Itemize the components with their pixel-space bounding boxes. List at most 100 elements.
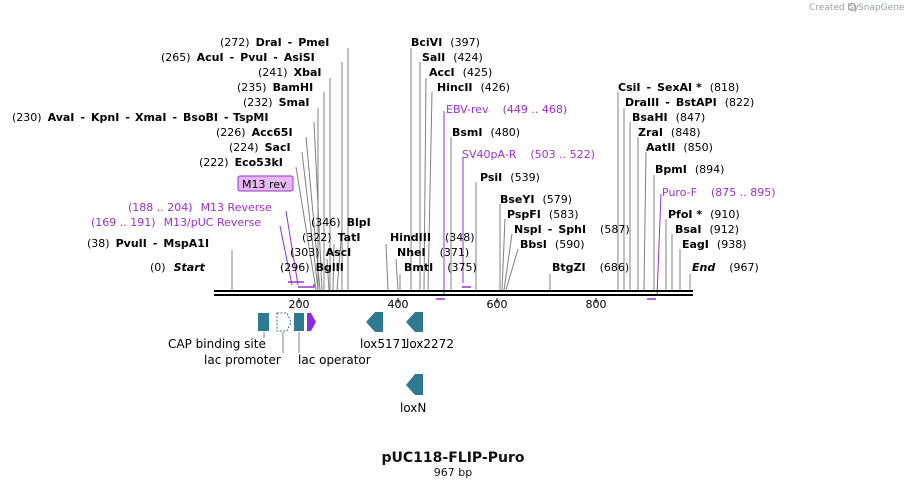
svg-text:PsiI(539): PsiI (539) (480, 171, 540, 184)
enzyme-bsmi: BsmI (480) (452, 126, 520, 139)
svg-text:End(967): End (967) (692, 261, 759, 274)
feature-cap-binding-site: CAP binding site (168, 337, 266, 351)
lox2272-arrow (406, 312, 423, 332)
enzyme-btgzi: BtgZI (686) (552, 261, 629, 274)
enzyme-saci: (224) SacI (229, 141, 291, 154)
enzyme-hindiii: HindIII (348) (390, 231, 475, 244)
enzyme-bpmi: BpmI (894) (655, 163, 724, 176)
feature-loxn: loxN (400, 401, 426, 415)
tick-label: 400 (388, 298, 409, 311)
enzyme-draiii: DraIII - BstAPI (822) (625, 96, 754, 109)
feature-lox2272: lox2272 (406, 337, 454, 351)
svg-text:NspI-SphI(587): NspI - SphI (587) (514, 223, 630, 236)
svg-text:SV40pA-R(503 .. 522): SV40pA-R (503 .. 522) (462, 148, 595, 161)
svg-text:BbsI(590): BbsI (590) (520, 238, 585, 251)
enzyme-psii: PsiI (539) (480, 171, 540, 184)
svg-text:SalI(424): SalI (424) (422, 51, 483, 64)
primer-leader-lines (279, 111, 662, 297)
svg-text:BpmI(894): BpmI (894) (655, 163, 724, 176)
svg-text:AccI(425): AccI (425) (429, 66, 492, 79)
enzyme-aatii: AatII (850) (646, 141, 713, 154)
svg-text:BsmI(480): BsmI (480) (452, 126, 520, 139)
tick-label: 800 (586, 298, 607, 311)
credit-prefix: Created by (809, 3, 859, 13)
enzyme-tati: (322) TatI (302, 231, 360, 244)
primer-m13-reverse: (188 .. 204) M13 Reverse (128, 201, 272, 214)
enzyme-bsahi: BsaHI (847) (632, 111, 705, 124)
enzyme-nhei: NheI (371) (397, 246, 469, 259)
loxn-arrow (406, 374, 423, 395)
enzyme-pspfi: PspFI (583) (507, 208, 579, 221)
enzyme-acc65i: (226) Acc65I (216, 126, 293, 139)
backbone: 200 400 600 800 (214, 290, 693, 311)
enzyme-bamhi: (235) BamHI (237, 81, 313, 94)
svg-text:(226)Acc65I: (226) Acc65I (216, 126, 293, 139)
svg-text:M13 rev: M13 rev (242, 178, 287, 191)
credit-brand: SnapGene (858, 3, 905, 13)
feature-lox5171: lox5171 (360, 337, 408, 351)
svg-text:DraIII-BstAPI(822): DraIII - BstAPI (822) (625, 96, 754, 109)
svg-text:(235)BamHI: (235) BamHI (237, 81, 313, 94)
primer-puro-f: Puro-F (875 .. 895) (662, 186, 776, 199)
svg-text:BseYI(579): BseYI (579) (500, 193, 572, 206)
enzyme-eco53ki: (222) Eco53kI (199, 156, 283, 169)
svg-text:Puro-F(875 .. 895): Puro-F (875 .. 895) (662, 186, 776, 199)
primer-sv40pa-r: SV40pA-R (503 .. 522) (462, 148, 595, 161)
enzyme-pfoi: PfoI * (910) (668, 208, 740, 221)
enzyme-hincii: HincII (426) (437, 81, 510, 94)
svg-text:(232)SmaI: (232) SmaI (243, 96, 310, 109)
label-end: End (967) (692, 261, 759, 274)
primer-arrow-shape (307, 313, 316, 331)
enzyme-nspi: NspI - SphI (587) (514, 223, 630, 236)
enzyme-asci: (303) AscI (290, 246, 351, 259)
enzyme-eagi: EagI (938) (682, 238, 747, 251)
svg-text:HincII(426): HincII (426) (437, 81, 510, 94)
svg-text:EBV-rev(449 .. 468): EBV-rev (449 .. 468) (446, 103, 567, 116)
enzyme-csii: CsiI - SexAI * (818) (618, 81, 739, 94)
label-start: (0) Start (150, 261, 206, 274)
svg-text:NheI(371): NheI (371) (397, 246, 469, 259)
plasmid-size: 967 bp (434, 466, 472, 479)
svg-text:PfoI *(910): PfoI * (910) (668, 208, 740, 221)
cap-binding-site-shape (258, 313, 269, 331)
svg-text:CsiI-SexAI *(818): CsiI - SexAI * (818) (618, 81, 739, 94)
enzyme-avai: (230) AvaI - KpnI - XmaI - BsoBI - TspMI (12, 111, 268, 124)
svg-text:(322)TatI: (322) TatI (302, 231, 360, 244)
svg-text:(230)AvaI-KpnI-XmaI-BsoBI-TspM: (230) AvaI - KpnI - XmaI - BsoBI - TspMI (12, 111, 268, 124)
svg-text:(272)DraI-PmeI: (272) DraI - PmeI (220, 36, 329, 49)
svg-text:(265)AcuI-PvuI-AsiSI: (265) AcuI - PvuI - AsiSI (161, 51, 315, 64)
enzyme-smai: (232) SmaI (243, 96, 310, 109)
primer-marks (288, 281, 656, 300)
svg-text:(296)BglII: (296) BglII (280, 261, 344, 274)
svg-text:EagI(938): EagI (938) (682, 238, 747, 251)
primer-m13-puc-reverse: (169 .. 191) M13/pUC Reverse (91, 216, 261, 229)
enzyme-dral: (272) DraI - PmeI (220, 36, 329, 49)
svg-text:(188 .. 204)M13 Reverse: (188 .. 204) M13 Reverse (128, 201, 272, 214)
enzyme-sali: SalI (424) (422, 51, 483, 64)
enzyme-bseyi: BseYI (579) (500, 193, 572, 206)
enzyme-bcivi: BciVI (397) (411, 36, 480, 49)
svg-text:BmtI(375): BmtI (375) (404, 261, 477, 274)
svg-text:(224)SacI: (224) SacI (229, 141, 291, 154)
enzyme-pvuii: (38) PvuII - MspA1I (87, 237, 209, 250)
enzyme-bmti: BmtI (375) (404, 261, 477, 274)
svg-text:(0)Start: (0) Start (150, 261, 206, 274)
tick-label: 600 (487, 298, 508, 311)
lox5171-arrow (366, 312, 383, 332)
svg-text:(241)XbaI: (241) XbaI (258, 66, 321, 79)
svg-text:(303)AscI: (303) AscI (290, 246, 351, 259)
feature-lac-promoter: lac promoter (204, 353, 281, 367)
snapgene-logo-icon (847, 2, 857, 12)
svg-text:BsaI(912): BsaI (912) (675, 223, 739, 236)
svg-text:(222)Eco53kI: (222) Eco53kI (199, 156, 283, 169)
svg-text:PspFI(583): PspFI (583) (507, 208, 579, 221)
svg-text:BciVI(397): BciVI (397) (411, 36, 480, 49)
enzyme-acci: AccI (425) (429, 66, 492, 79)
enzyme-bsai: BsaI (912) (675, 223, 739, 236)
enzyme-bglii: (296) BglII (280, 261, 344, 274)
enzyme-zrai: ZraI (848) (638, 126, 701, 139)
svg-text:HindIII(348): HindIII (348) (390, 231, 475, 244)
enzyme-bbsi: BbsI (590) (520, 238, 585, 251)
primer-ebv-rev: EBV-rev (449 .. 468) (446, 103, 567, 116)
